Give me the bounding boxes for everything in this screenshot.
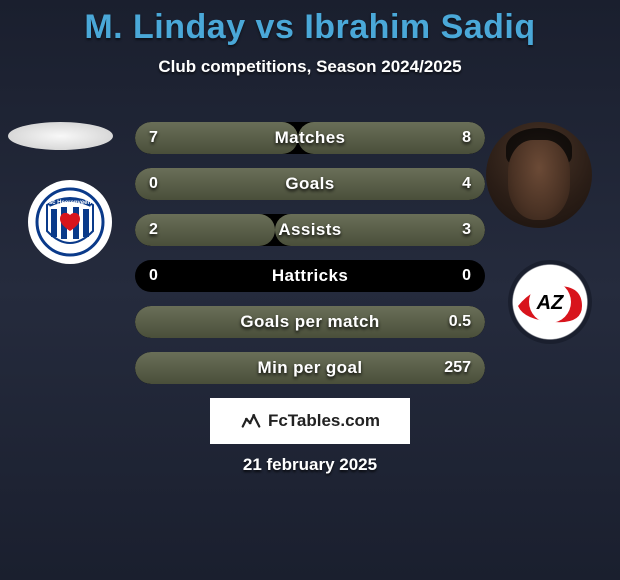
- stat-value-left: 2: [149, 214, 158, 246]
- stat-value-left: 0: [149, 168, 158, 200]
- stat-value-right: 0: [462, 260, 471, 292]
- heerenveen-icon: sc Heerenveen: [35, 187, 105, 257]
- club-right-badge: AZ: [508, 260, 592, 344]
- page-title: M. Linday vs Ibrahim Sadiq: [0, 8, 620, 47]
- club-left-badge: sc Heerenveen: [28, 180, 112, 264]
- watermark-text: FcTables.com: [268, 411, 380, 431]
- stat-value-right: 8: [462, 122, 471, 154]
- stat-value-right: 3: [462, 214, 471, 246]
- date-text: 21 february 2025: [0, 455, 620, 475]
- stat-row: Min per goal257: [135, 352, 485, 384]
- stat-label: Matches: [135, 122, 485, 154]
- watermark: FcTables.com: [210, 398, 410, 444]
- stat-value-right: 257: [444, 352, 471, 384]
- stat-label: Hattricks: [135, 260, 485, 292]
- stats-bars: Matches78Goals04Assists23Hattricks00Goal…: [135, 122, 485, 398]
- stat-value-right: 0.5: [449, 306, 471, 338]
- stat-row: Goals per match0.5: [135, 306, 485, 338]
- player-right-avatar: [486, 122, 592, 228]
- page-subtitle: Club competitions, Season 2024/2025: [0, 57, 620, 77]
- player-left-avatar: [8, 122, 113, 150]
- stat-label: Goals: [135, 168, 485, 200]
- stat-row: Goals0 4: [135, 168, 485, 200]
- stat-row: Matches7 8: [135, 122, 485, 154]
- svg-text:sc Heerenveen: sc Heerenveen: [49, 200, 92, 206]
- az-icon: AZ: [514, 266, 586, 338]
- stat-label: Assists: [135, 214, 485, 246]
- stat-value-right: 4: [462, 168, 471, 200]
- stat-row: Hattricks0 0: [135, 260, 485, 292]
- stat-label: Goals per match: [135, 306, 485, 338]
- svg-text:AZ: AZ: [536, 292, 564, 314]
- stat-label: Min per goal: [135, 352, 485, 384]
- logo-icon: [240, 410, 262, 432]
- stat-row: Assists2 3: [135, 214, 485, 246]
- stat-value-left: 0: [149, 260, 158, 292]
- stat-value-left: 7: [149, 122, 158, 154]
- comparison-card: M. Linday vs Ibrahim Sadiq Club competit…: [0, 0, 620, 580]
